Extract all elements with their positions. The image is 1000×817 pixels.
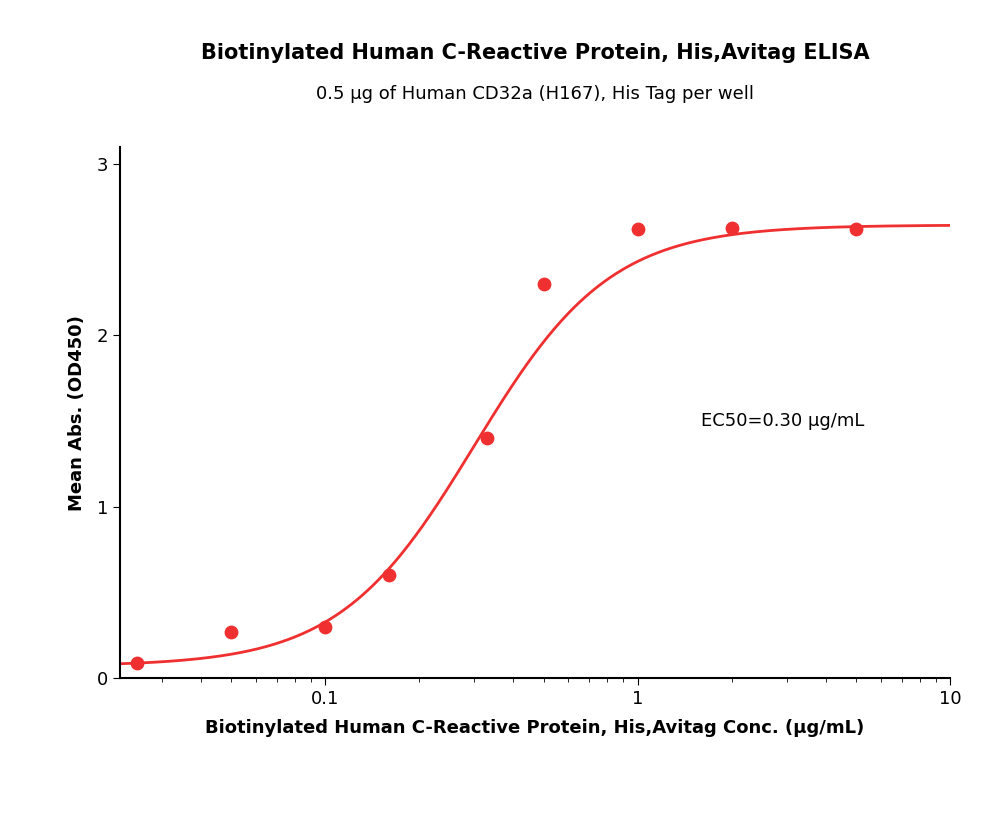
Point: [630, 223, 646, 236]
Text: 0.5 μg of Human CD32a (H167), His Tag per well: 0.5 μg of Human CD32a (H167), His Tag pe…: [316, 85, 754, 103]
Point: [536, 278, 552, 291]
Point: [381, 569, 397, 582]
Text: Biotinylated Human C-Reactive Protein, His,Avitag ELISA: Biotinylated Human C-Reactive Protein, H…: [201, 43, 869, 63]
Point: [223, 625, 239, 638]
Point: [848, 223, 864, 236]
X-axis label: Biotinylated Human C-Reactive Protein, His,Avitag Conc. (μg/mL): Biotinylated Human C-Reactive Protein, H…: [205, 719, 865, 737]
Point: [724, 221, 740, 234]
Point: [479, 431, 495, 444]
Text: EC50=0.30 μg/mL: EC50=0.30 μg/mL: [701, 412, 865, 430]
Y-axis label: Mean Abs. (OD450): Mean Abs. (OD450): [68, 315, 86, 511]
Point: [317, 620, 333, 633]
Point: [129, 656, 145, 669]
